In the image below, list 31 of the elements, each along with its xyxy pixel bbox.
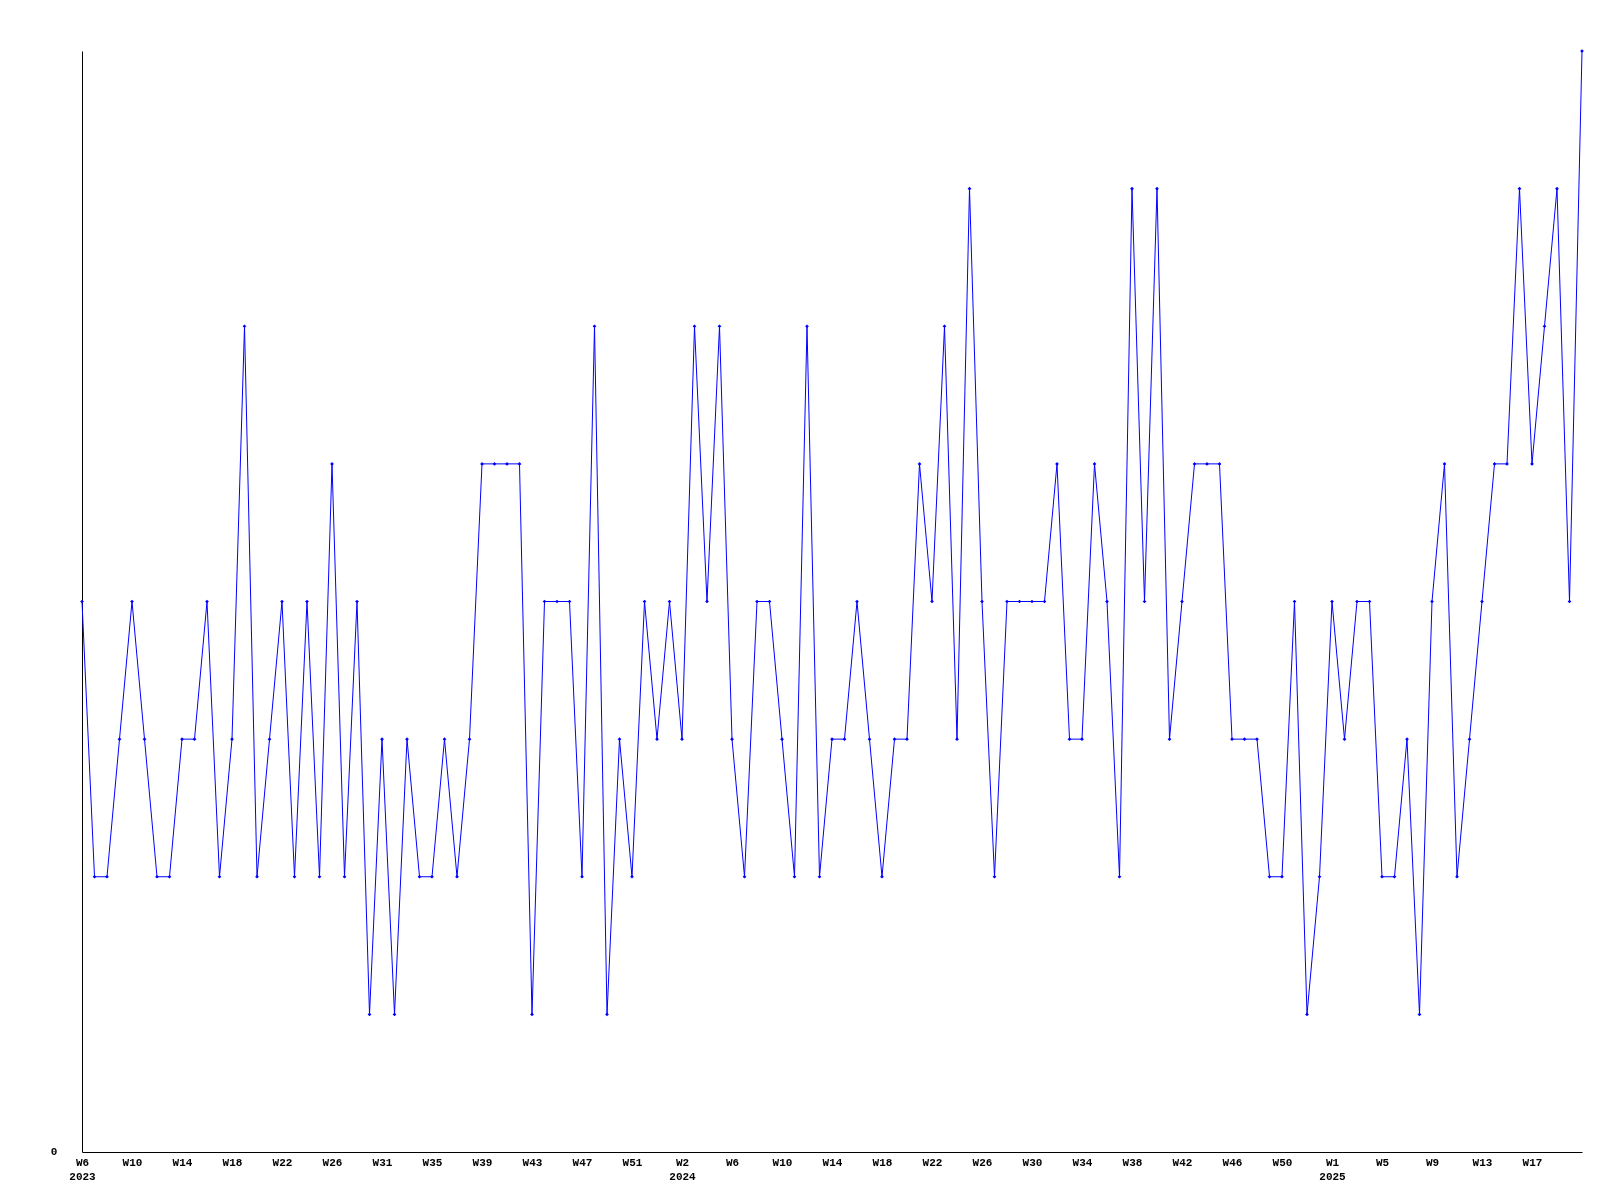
- x-tick-label: W30: [1022, 1156, 1043, 1169]
- x-tick-label: W17: [1522, 1156, 1543, 1169]
- x-tick-label: W35: [422, 1156, 443, 1169]
- x-tick-label: W18: [222, 1156, 243, 1169]
- x-tick-label: W6: [725, 1156, 740, 1169]
- x-tick-label: W22: [922, 1156, 943, 1169]
- x-tick-label: W46: [1222, 1156, 1243, 1169]
- x-tick-label: W31: [372, 1156, 393, 1169]
- x-tick-label: W26: [972, 1156, 993, 1169]
- x-tick-label: W34: [1072, 1156, 1093, 1169]
- x-tick-label: W22: [272, 1156, 293, 1169]
- x-tick-label: W51: [622, 1156, 643, 1169]
- text: 0: [50, 1146, 58, 1158]
- x-tick-label: W9: [1425, 1156, 1440, 1169]
- x-tick-label: W1 2025: [1319, 1156, 1347, 1183]
- x-tick-label: W26: [322, 1156, 343, 1169]
- x-tick-label: W14: [822, 1156, 843, 1169]
- x-tick-label: W14: [172, 1156, 193, 1169]
- x-tick-label: W5: [1375, 1156, 1390, 1169]
- x-tick-label: W2 2024: [669, 1156, 697, 1183]
- x-tick-label: W18: [872, 1156, 893, 1169]
- x-tick-label: W10: [122, 1156, 143, 1169]
- x-tick-label: W13: [1472, 1156, 1493, 1169]
- x-tick-label: W6 2023: [69, 1156, 97, 1183]
- x-tick-label: W50: [1272, 1156, 1293, 1169]
- x-tick-label: W39: [472, 1156, 493, 1169]
- x-tick-label: W47: [572, 1156, 593, 1169]
- x-tick-label: W38: [1122, 1156, 1143, 1169]
- x-tick-label: W42: [1172, 1156, 1193, 1169]
- x-tick-label: W43: [522, 1156, 543, 1169]
- x-tick-label: W10: [772, 1156, 793, 1169]
